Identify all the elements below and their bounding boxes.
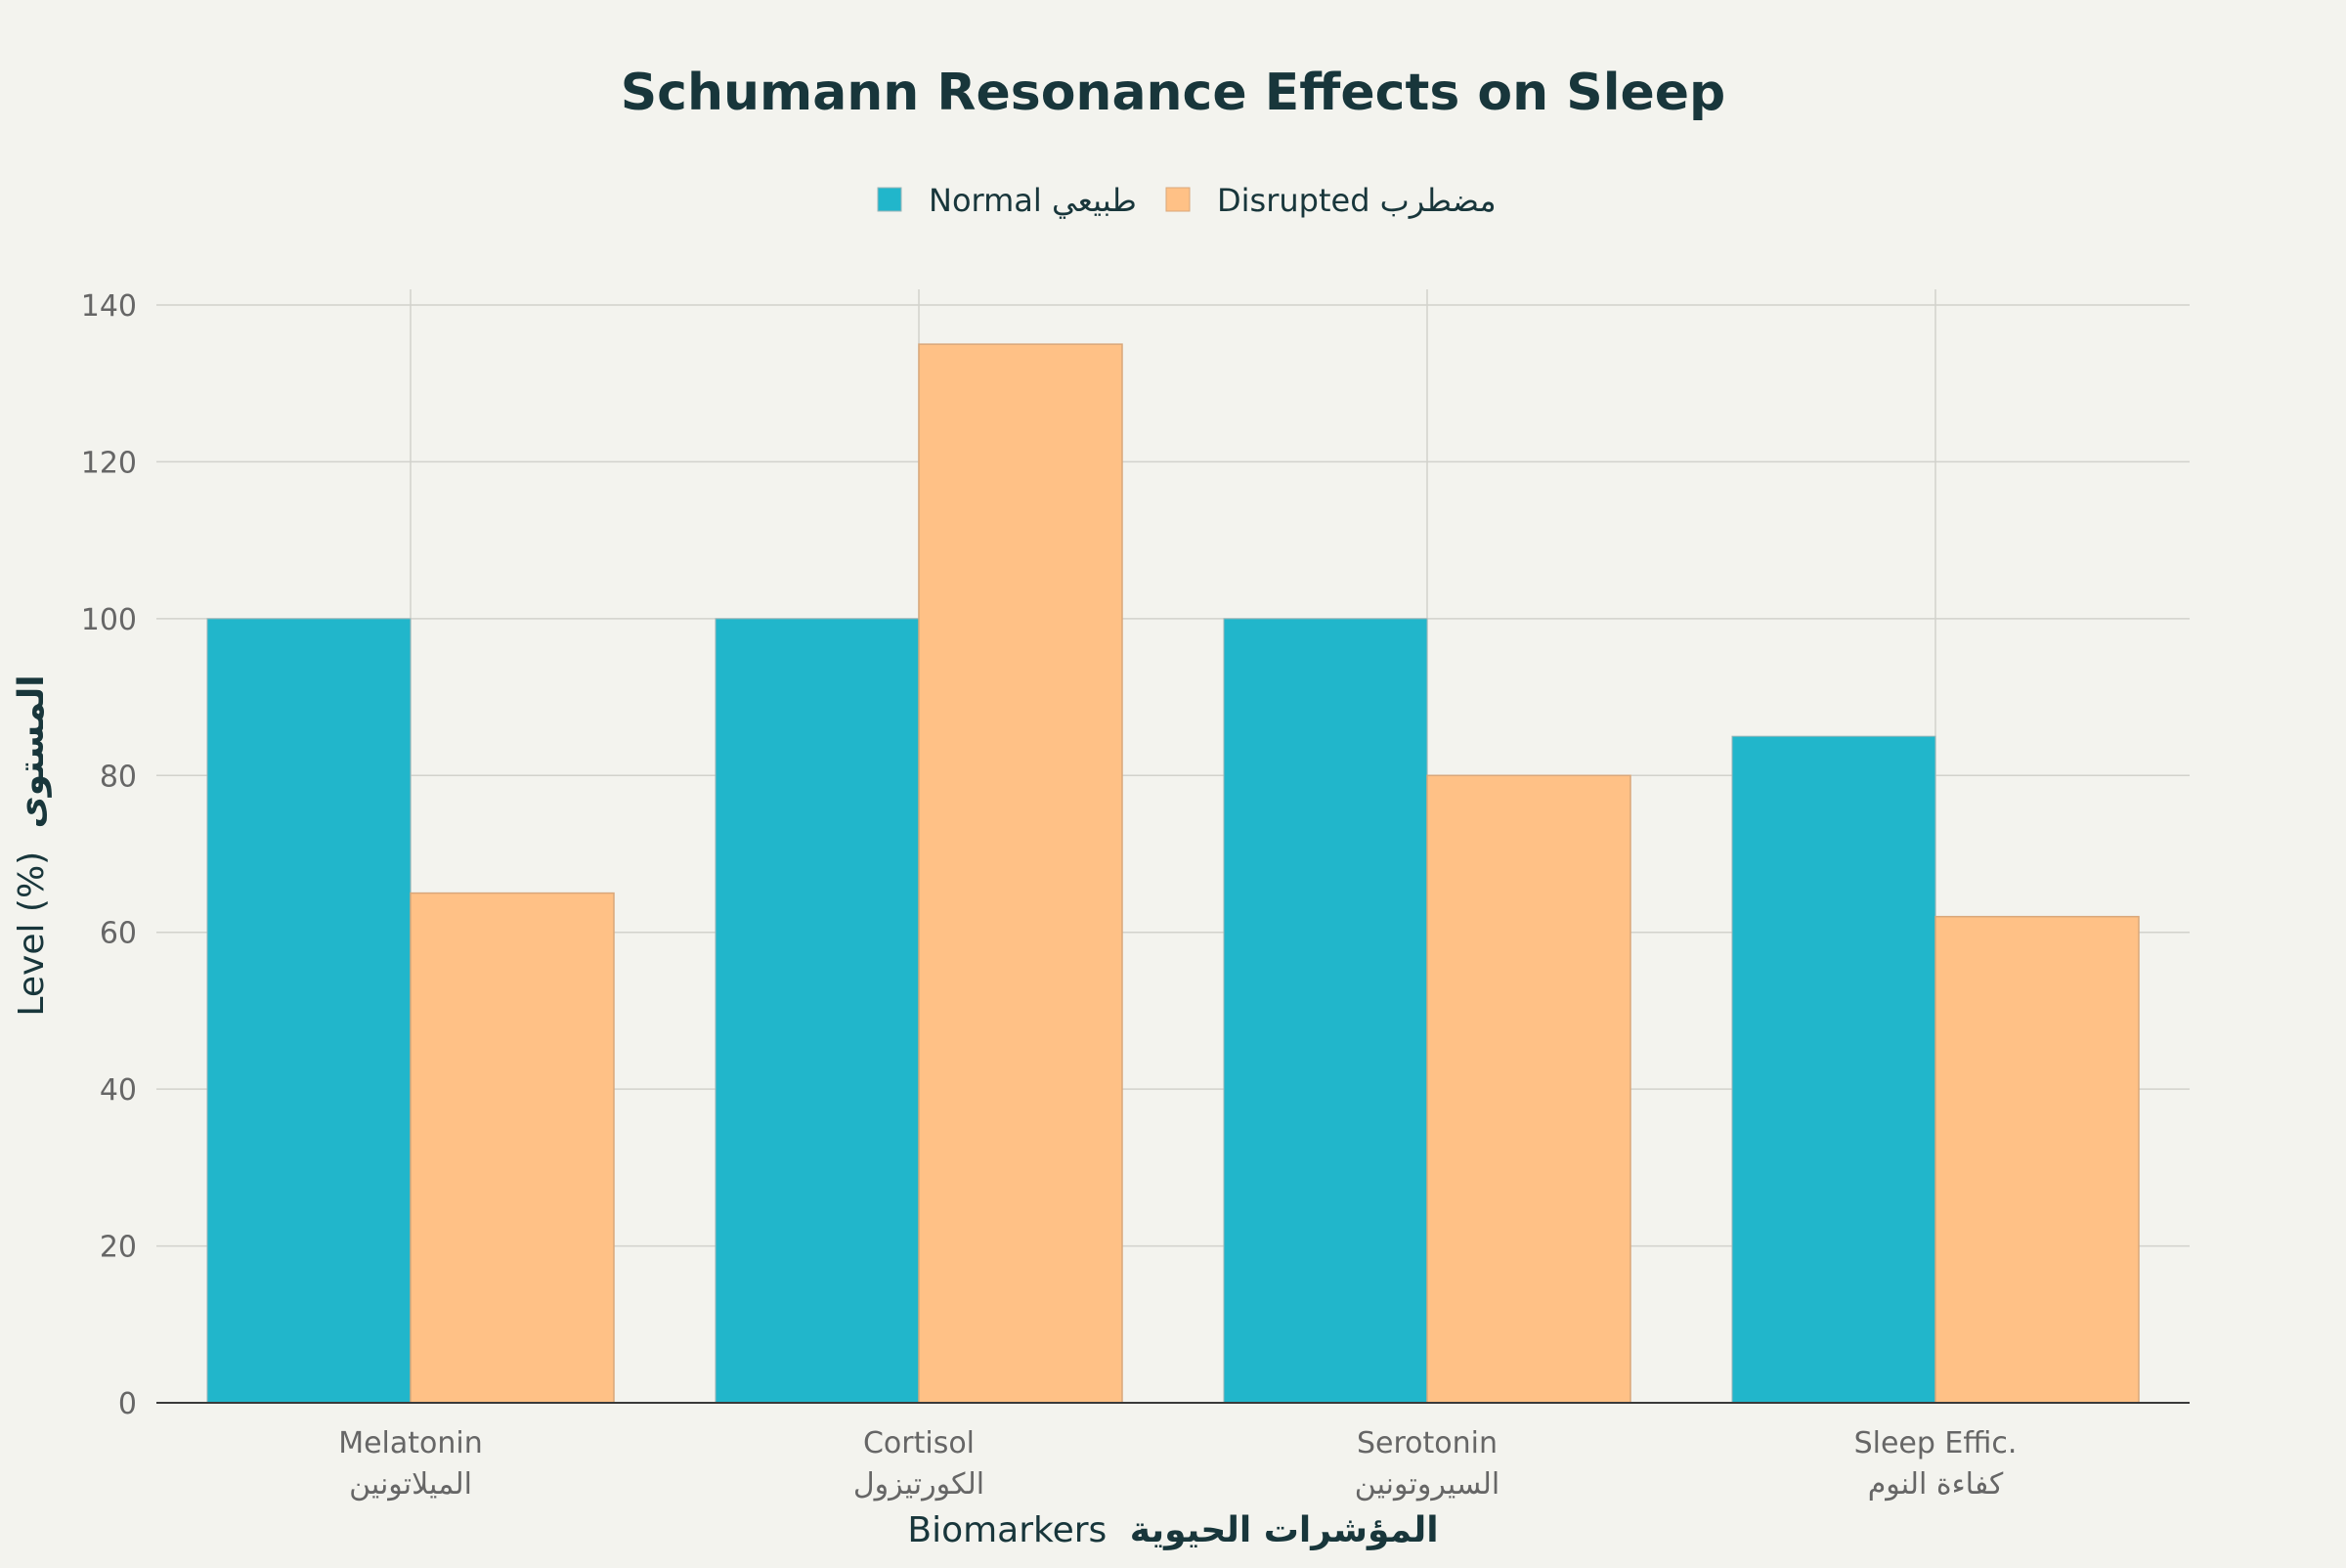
x-axis-title-en: Biomarkers <box>907 1510 1107 1550</box>
bar-disrupted-3 <box>1934 915 2140 1404</box>
legend-swatch-disrupted <box>1165 187 1191 212</box>
bar-normal-3 <box>1731 735 1936 1404</box>
bar-disrupted-2 <box>1426 774 1631 1404</box>
x-axis-title-ar: المؤشرات الحيوية <box>1130 1510 1439 1550</box>
x-tick-label: Sleep Effic. <box>1854 1426 2018 1460</box>
y-tick-label: 140 <box>81 289 137 324</box>
y-tick-label: 80 <box>100 760 137 794</box>
x-tick-label-ar: كفاءة النوم <box>1868 1467 2004 1502</box>
y-tick-label: 40 <box>100 1073 137 1108</box>
bar-normal-0 <box>206 618 412 1404</box>
legend: Normal طبيعي Disrupted مضطرب <box>877 182 1497 219</box>
y-axis-title: Level (%) المستوى <box>12 675 52 1016</box>
bar-normal-1 <box>715 618 920 1404</box>
y-tick-label: 100 <box>81 603 137 637</box>
y-tick-label: 120 <box>81 446 137 480</box>
y-tick-label: 20 <box>100 1231 137 1265</box>
bar-disrupted-0 <box>410 892 615 1404</box>
legend-label-normal: Normal طبيعي <box>929 182 1137 219</box>
x-tick-label: Cortisol <box>863 1426 975 1460</box>
y-tick-label: 0 <box>118 1387 137 1421</box>
x-tick-label-ar: الكورتيزول <box>853 1467 984 1502</box>
chart-title: Schumann Resonance Effects on Sleep <box>621 64 1726 122</box>
x-tick-labels: Melatonin الميلاتونين Cortisol الكورتيزول Se… <box>338 1426 2017 1502</box>
x-tick-label: Serotonin <box>1357 1426 1498 1460</box>
x-tick-label-ar: الميلاتونين <box>349 1467 472 1502</box>
legend-label-disrupted: Disrupted مضطرب <box>1217 182 1497 219</box>
bars <box>206 343 2140 1404</box>
bar-normal-2 <box>1223 618 1428 1404</box>
legend-swatch-normal <box>877 187 902 212</box>
y-axis-title-en: Level (%) <box>12 851 52 1017</box>
y-tick-labels: 0 20 40 60 80 100 120 140 <box>81 289 137 1421</box>
y-axis-title-ar: المستوى <box>12 675 52 828</box>
x-axis-title: Biomarkers المؤشرات الحيوية <box>907 1510 1438 1550</box>
x-tick-label-ar: السيروتونين <box>1355 1467 1499 1502</box>
bar-disrupted-1 <box>918 343 1123 1404</box>
x-tick-label: Melatonin <box>338 1426 483 1460</box>
y-tick-label: 60 <box>100 917 137 951</box>
